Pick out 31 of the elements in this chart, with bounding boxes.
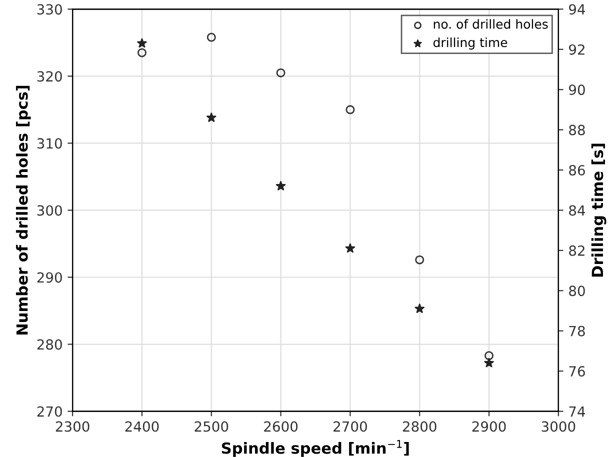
y2-axis-title: Drilling time [s] — [591, 144, 606, 277]
x-tick-label: 2500 — [194, 421, 228, 432]
y2-tick-label: 92 — [569, 44, 584, 55]
y2-tick-label: 86 — [569, 164, 585, 176]
legend-label: drilling time — [433, 37, 508, 50]
y2-tick-label: 82 — [569, 245, 584, 256]
y-tick-label: 290 — [37, 272, 62, 283]
x-tick-label: 2400 — [125, 421, 159, 432]
y2-tick-label: 84 — [569, 205, 586, 216]
x-tick-label: 2300 — [56, 421, 90, 432]
y2-tick-label: 78 — [569, 326, 585, 336]
y2-tick-label: 74 — [569, 406, 586, 417]
y2-tick-label: 94 — [569, 4, 586, 15]
x-tick-label: 2800 — [402, 421, 436, 432]
y2-tick-label: 90 — [569, 84, 585, 96]
y-tick-label: 280 — [37, 339, 62, 350]
legend-label: no. of drilled holes — [434, 19, 548, 29]
y-tick-label: 320 — [37, 71, 62, 82]
y-tick-label: 310 — [37, 138, 62, 149]
x-tick-label: 2900 — [472, 421, 506, 432]
y2-tick-label: 88 — [569, 124, 585, 136]
y-axis-title: Number of drilled holes [pcs] — [16, 86, 31, 335]
y-tick-label: 270 — [37, 406, 62, 417]
x-tick-label: 2600 — [264, 421, 298, 432]
y-tick-label: 330 — [37, 4, 62, 15]
y-tick-label: 300 — [37, 205, 62, 216]
y2-tick-label: 76 — [569, 366, 585, 377]
y2-tick-label: 80 — [569, 286, 585, 296]
x-tick-label: 3000 — [542, 421, 576, 432]
x-axis-title: Spindle speed [min$^{−1}$] — [222, 440, 409, 457]
x-tick-label: 2700 — [334, 421, 367, 432]
